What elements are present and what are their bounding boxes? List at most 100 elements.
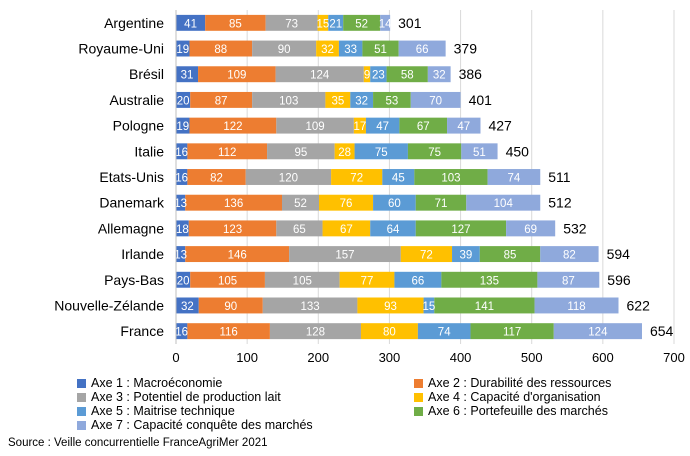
bar-segment	[357, 297, 424, 314]
data-label: 124	[310, 70, 330, 82]
bar-segment	[176, 143, 188, 160]
total-label: 594	[607, 246, 631, 262]
total-label: 427	[488, 118, 512, 134]
bar-segment	[198, 297, 263, 314]
data-label: 74	[508, 173, 521, 185]
category-label: Danemark	[99, 195, 165, 211]
bar-segment	[328, 14, 344, 31]
data-label: 74	[438, 327, 451, 339]
data-label: 67	[340, 224, 353, 236]
data-label: 14	[379, 18, 392, 30]
total-label: 401	[469, 92, 493, 108]
bar-segment	[537, 271, 600, 288]
data-label: 16	[175, 173, 188, 185]
data-label: 82	[210, 173, 223, 185]
total-label: 596	[607, 272, 631, 288]
data-label: 18	[176, 224, 189, 236]
data-label: 93	[384, 301, 397, 313]
bar-segment	[176, 194, 186, 211]
x-tick-label: 700	[663, 350, 685, 365]
bar-segment	[447, 117, 481, 134]
bar-segment	[289, 246, 401, 263]
source-note: Source : Veille concurrentielle FranceAg…	[8, 437, 268, 449]
bar-segment	[275, 66, 364, 83]
data-label: 73	[285, 18, 298, 30]
data-label: 75	[428, 147, 441, 159]
total-label: 301	[398, 15, 422, 31]
legend-swatch	[77, 392, 86, 402]
data-label: 39	[460, 250, 473, 262]
data-label: 85	[229, 18, 242, 30]
legend-item: Axe 6 : Portefeuille des marchés	[414, 404, 608, 418]
data-label: 109	[305, 121, 324, 133]
bar-segment	[354, 143, 408, 160]
total-labels: 301 379 386 401 427 450 511 512 532 594 596 622 654	[398, 15, 673, 339]
bar-segment	[198, 66, 276, 83]
total-label: 511	[548, 169, 571, 185]
data-label: 87	[562, 275, 575, 287]
x-tick-label: 400	[450, 350, 472, 365]
bar-segment	[353, 117, 366, 134]
bar-segment	[176, 66, 199, 83]
legend-label: Axe 6 : Portefeuille des marchés	[428, 404, 608, 418]
data-label: 32	[181, 301, 194, 313]
bar-segment	[470, 323, 554, 340]
data-label: 123	[223, 224, 242, 236]
bar-segment	[187, 323, 270, 340]
bar-segment	[410, 91, 461, 108]
x-tick-label: 100	[236, 350, 258, 365]
bar-segment	[187, 143, 268, 160]
data-label: 15	[423, 301, 436, 313]
data-label: 71	[435, 198, 448, 210]
bar-segment	[205, 14, 266, 31]
data-label: 90	[278, 44, 291, 56]
bar-segment	[338, 40, 363, 57]
x-tick-label: 200	[307, 350, 329, 365]
data-label: 16	[175, 147, 188, 159]
data-label: 41	[184, 18, 197, 30]
bar-segment	[373, 91, 411, 108]
category-label: Italie	[134, 143, 164, 159]
bar-segment	[176, 246, 186, 263]
legend-item: Axe 2 : Durabilité des ressources	[414, 376, 611, 390]
legend-item: Axe 3 : Potentiel de production lait	[77, 390, 281, 404]
data-label: 87	[215, 95, 228, 107]
bar-segment	[365, 117, 400, 134]
data-label: 77	[361, 275, 374, 287]
bar-segment	[386, 66, 428, 83]
bar-segment	[185, 194, 283, 211]
bar-segment	[553, 323, 642, 340]
category-label: France	[120, 323, 164, 339]
legend-item: Axe 7 : Capacité conquête des marchés	[77, 418, 313, 432]
bar-segment	[267, 143, 335, 160]
bar-segment	[176, 297, 199, 314]
bar-segment	[176, 323, 188, 340]
bar-segment	[382, 169, 415, 185]
data-label: 141	[475, 301, 494, 313]
legend-item: Axe 4 : Capacité d'organisation	[414, 390, 601, 404]
total-label: 450	[506, 143, 530, 159]
bar-segment	[264, 271, 340, 288]
category-label: Irlande	[121, 246, 164, 262]
data-label: 90	[224, 301, 237, 313]
bar-segment	[400, 246, 453, 263]
bar-segment	[176, 220, 189, 237]
total-label: 654	[650, 323, 674, 339]
category-label: Brésil	[129, 66, 164, 82]
bar-segment	[334, 143, 355, 160]
data-label: 66	[411, 275, 424, 287]
data-label: 35	[331, 95, 344, 107]
bar-segment	[331, 169, 383, 185]
legend-swatch	[77, 378, 86, 388]
bar-segment	[398, 40, 446, 57]
data-label: 13	[174, 198, 187, 210]
data-label: 128	[306, 327, 325, 339]
data-label: 105	[218, 275, 237, 287]
data-label: 157	[335, 250, 354, 262]
legend: Axe 1 : Macroéconomie Axe 2 : Durabilité …	[77, 376, 677, 432]
bar-segment	[461, 143, 498, 160]
total-label: 532	[563, 220, 587, 236]
bar-segment	[316, 40, 339, 57]
data-label: 64	[387, 224, 400, 236]
